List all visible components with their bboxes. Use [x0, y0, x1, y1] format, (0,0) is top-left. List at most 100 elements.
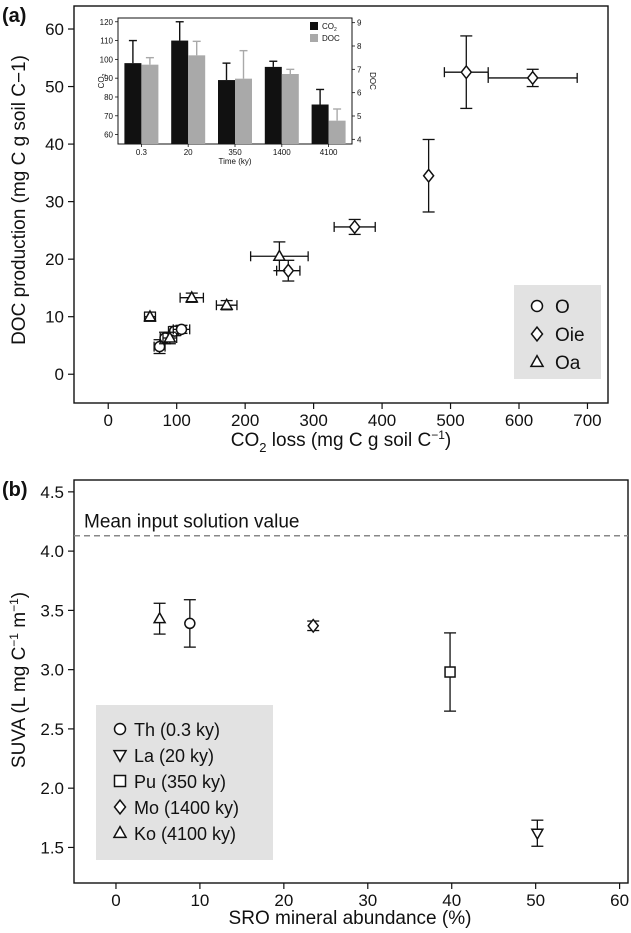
- legend-triangle-down-marker: [112, 749, 128, 763]
- legend-diamond-marker: [530, 325, 544, 343]
- legend-triangle-marker: [529, 354, 545, 368]
- triangle-marker: [152, 611, 167, 624]
- data-point-oa: [249, 241, 309, 272]
- x-tick-label: 700: [573, 411, 601, 430]
- bar-doc: [141, 64, 159, 144]
- y-tick-label: 2.5: [40, 720, 64, 739]
- triangle-marker: [272, 249, 287, 262]
- bar-co2: [124, 63, 142, 145]
- y-tick-label: 4.5: [40, 483, 64, 502]
- inset-y2-tick-label: 8: [357, 42, 362, 51]
- data-point-oa: [215, 297, 238, 311]
- inset-y-tick-label: 70: [104, 112, 113, 121]
- x-tick-label: 400: [368, 411, 396, 430]
- legend-square-marker: [113, 774, 127, 788]
- inset-legend-label: CO2: [322, 22, 337, 33]
- legend-label: Oa: [555, 353, 581, 374]
- inset-legend-swatch: [310, 22, 318, 30]
- diamond-marker: [307, 618, 320, 634]
- square-marker: [444, 666, 456, 678]
- inset-y2-tick-label: 4: [357, 135, 362, 144]
- triangle-marker: [219, 297, 234, 310]
- data-point: [152, 602, 167, 635]
- legend-diamond-marker: [113, 798, 127, 816]
- bar-co2: [311, 104, 329, 144]
- panel-a: 0 100 200 300 400 500 600 700 0 10 20 30 40 50 60 (a) CO…: [2, 5, 609, 455]
- data-point: [183, 599, 196, 648]
- data-point-o: [172, 323, 191, 336]
- x-tick-label: 50: [526, 891, 545, 910]
- diamond-marker: [282, 263, 295, 279]
- legend-triangle-marker: [112, 825, 128, 839]
- y-tick-label: 30: [45, 193, 64, 212]
- circle-marker: [184, 617, 196, 630]
- bar-doc: [328, 120, 346, 144]
- bar-doc: [188, 55, 206, 145]
- data-point-oie: [443, 35, 489, 110]
- legend-circle-marker: [530, 299, 544, 313]
- y-tick-label: 60: [45, 20, 64, 39]
- legend: Th (0.3 ky) La (20 ky) Pu (350 ky) Mo (1400…: [96, 705, 273, 860]
- plot-frame: [73, 479, 629, 884]
- reference-line-label: Mean input solution value: [84, 512, 299, 533]
- data-point: [307, 618, 320, 634]
- bar-co2: [218, 80, 235, 144]
- plot-frame: [73, 5, 609, 404]
- data-point-oa: [162, 330, 178, 345]
- data-point-oie: [275, 259, 301, 282]
- y-axis-label: DOC production (mg C g soil C−1): [9, 55, 30, 345]
- inset-y-label: CO2: [97, 73, 108, 88]
- y-tick-label: 3.5: [40, 601, 64, 620]
- inset-y-tick-label: 120: [100, 18, 114, 27]
- bar-co2: [264, 66, 282, 144]
- panel-label: (a): [2, 5, 26, 27]
- circle-marker: [175, 323, 188, 336]
- x-axis-label: CO2 loss (mg C g soil C−1): [231, 428, 451, 455]
- x-tick-label: 200: [231, 411, 259, 430]
- data-point-oie: [422, 138, 435, 213]
- panel-b: 0 10 20 30 40 50 60 1.5 2.0 2.5 3.0 3.5 4.0 4.5 (b) SRO…: [2, 479, 629, 929]
- y-axis-label: SUVA (L mg C−1 m−1): [7, 592, 30, 768]
- inset-x-tick-label: 350: [228, 148, 242, 157]
- legend-box: [514, 285, 601, 379]
- data-point-oa: [143, 309, 157, 322]
- inset-legend-swatch: [310, 34, 318, 42]
- x-tick-label: 100: [163, 411, 191, 430]
- data-point-oie: [487, 68, 578, 88]
- x-axis-label: SRO mineral abundance (%): [229, 908, 472, 929]
- legend-label: O: [555, 297, 570, 318]
- data-point-oa: [179, 290, 205, 303]
- triangle-marker: [163, 330, 177, 343]
- inset-y2-tick-label: 9: [357, 19, 362, 28]
- x-tick-label: 60: [610, 891, 629, 910]
- inset-y2-tick-label: 7: [357, 65, 362, 74]
- bar-co2: [171, 40, 189, 144]
- bar-doc: [281, 74, 299, 144]
- data-point: [444, 632, 457, 712]
- inset-x-tick-label: 1400: [273, 148, 291, 157]
- inset-x-tick-label: 20: [184, 148, 193, 157]
- x-tick-label: 0: [111, 891, 120, 910]
- y-tick-label: 3.0: [40, 661, 64, 680]
- inset-y2-label: DOC: [368, 72, 377, 90]
- triangle-marker: [143, 309, 157, 322]
- inset-y-tick-label: 90: [104, 74, 113, 83]
- triangle-marker: [184, 290, 199, 303]
- legend-label: Th (0.3 ky): [134, 720, 220, 740]
- panel-label: (b): [2, 479, 28, 501]
- data-point-oie: [333, 218, 376, 236]
- x-tick-label: 300: [299, 411, 327, 430]
- y-tick-label: 1.5: [40, 838, 64, 857]
- y-tick-label: 20: [45, 250, 64, 269]
- inset-y-tick-label: 60: [104, 131, 113, 140]
- x-tick-label: 20: [274, 891, 293, 910]
- y-tick-label: 40: [45, 135, 64, 154]
- x-tick-label: 30: [358, 891, 377, 910]
- legend: O Oie Oa: [514, 285, 601, 379]
- y-tick-label: 2.0: [40, 779, 64, 798]
- x-tick-label: 10: [190, 891, 209, 910]
- legend-label: Ko (4100 ky): [134, 824, 236, 844]
- legend-circle-marker: [113, 722, 127, 736]
